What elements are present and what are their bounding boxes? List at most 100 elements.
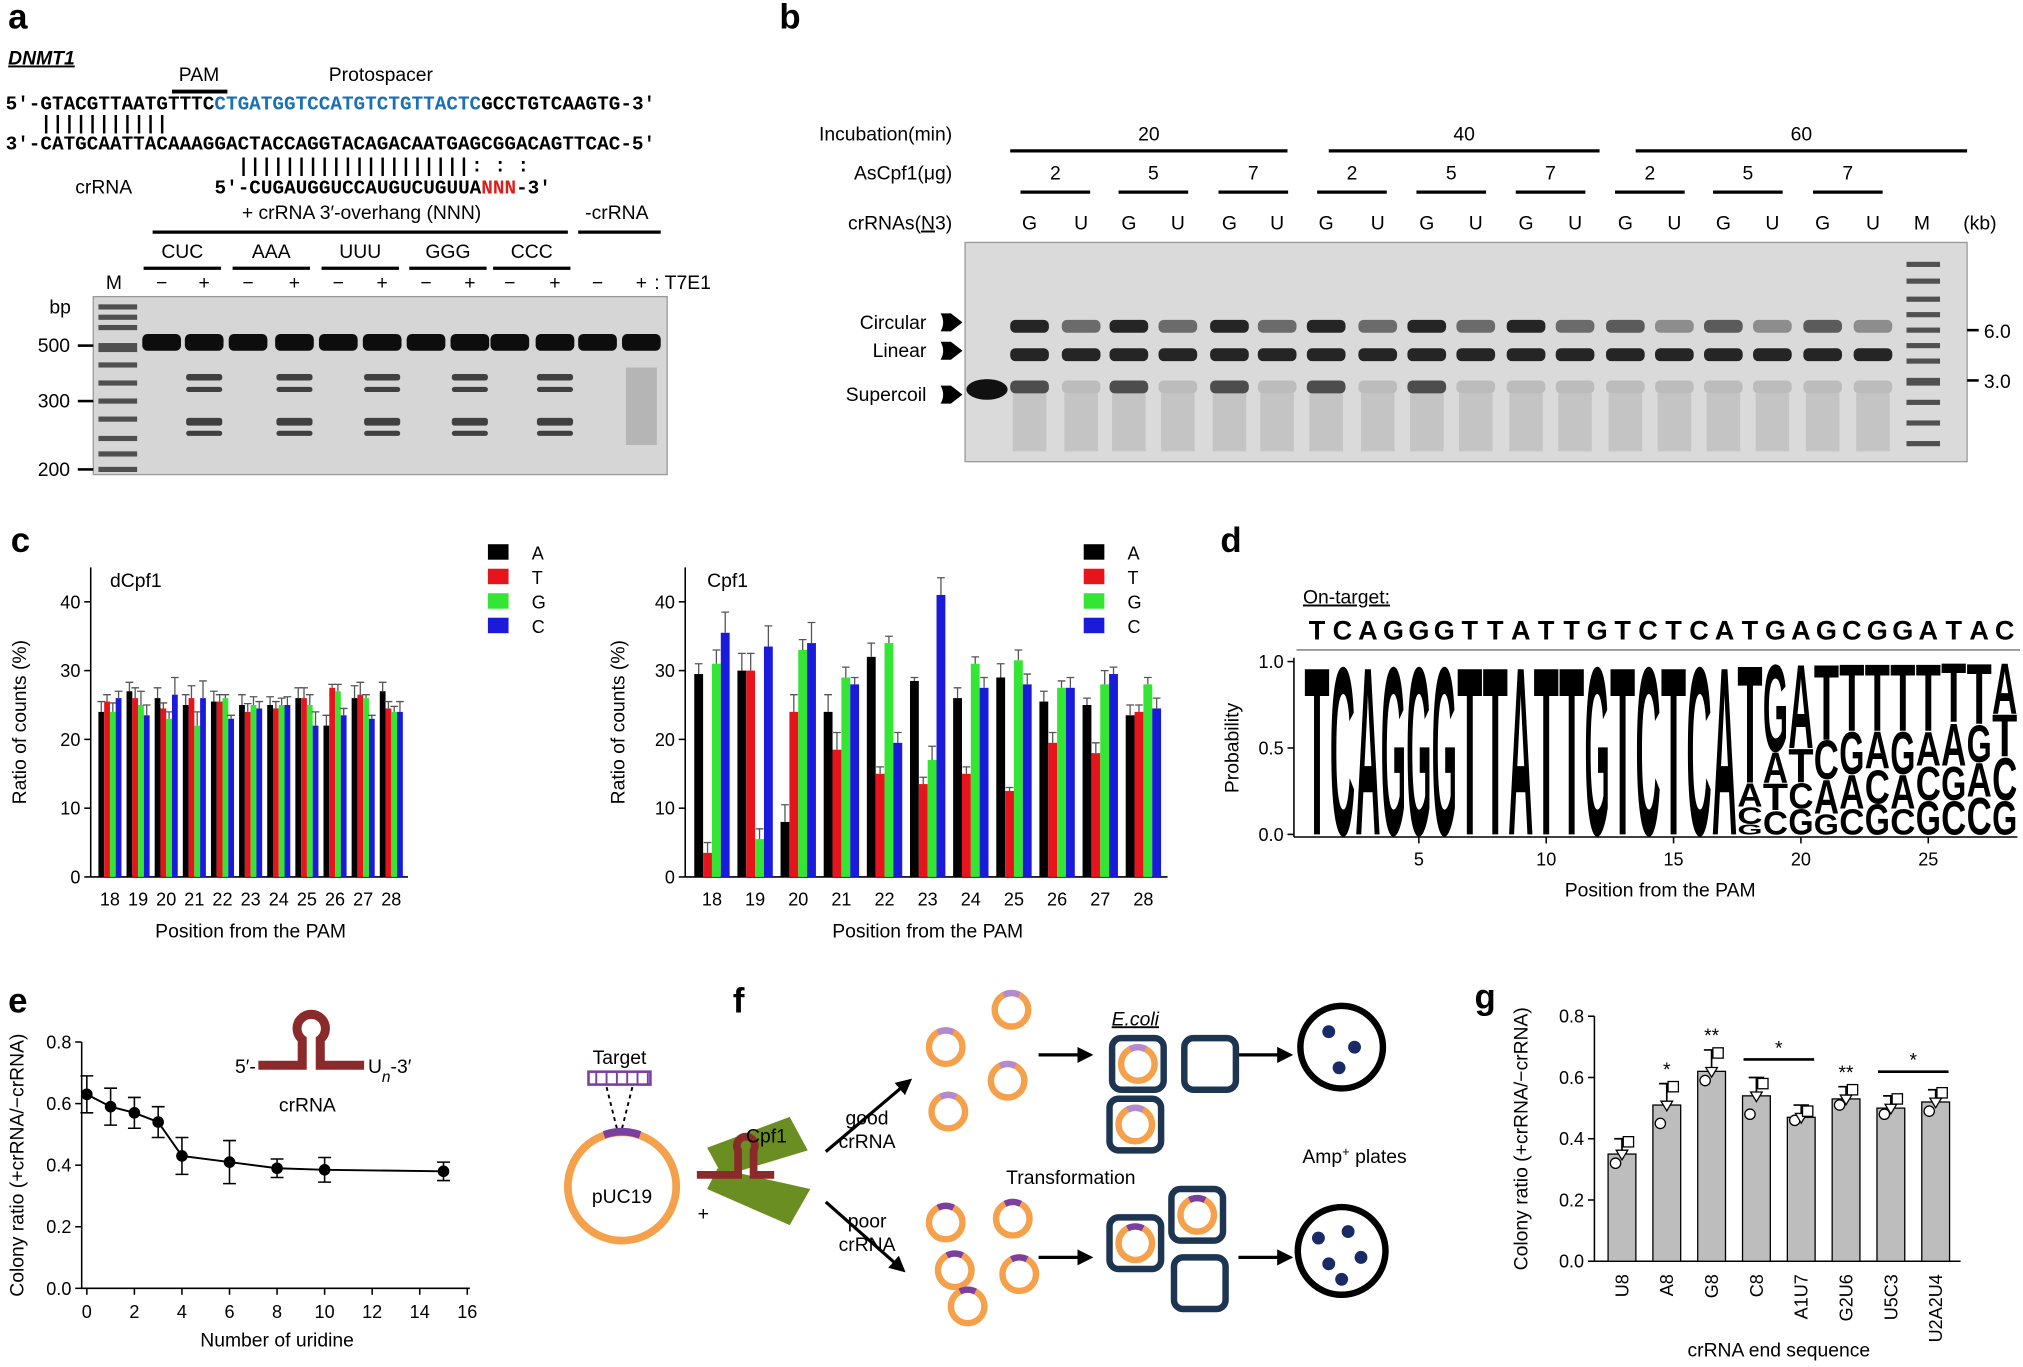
legend-swatch (487, 593, 509, 609)
ladder-band (1906, 343, 1941, 349)
ladder-band (1906, 377, 1941, 386)
panel-label: d (1220, 521, 1241, 560)
legend-swatch (487, 617, 509, 634)
error-bar (1083, 697, 1091, 705)
on-target-base: G (1816, 615, 1837, 646)
x-tick-label: 24 (961, 889, 981, 909)
crrna-pairs: |||||||||||||||||||| (238, 156, 470, 178)
y-tick-label: 0.8 (1559, 1007, 1584, 1027)
gel-band (1257, 380, 1297, 394)
error-bar (243, 702, 252, 712)
gel-size-label: 300 (38, 391, 70, 413)
x-tick-label: 20 (788, 889, 808, 909)
bar (1057, 687, 1066, 877)
bar (104, 701, 110, 877)
gel-band (1306, 348, 1346, 362)
inset-right: Un-3′ (368, 1056, 412, 1086)
crrna-lane-label: U (1171, 213, 1185, 235)
crrna-lane-label: G (1222, 213, 1237, 235)
bar (1786, 1116, 1816, 1262)
error-bar (108, 702, 117, 712)
error-bar (850, 676, 859, 685)
logo-letter: G (1737, 821, 1762, 837)
error-bar (221, 694, 230, 699)
y-tick-label: 30 (655, 661, 675, 681)
bar (1697, 1070, 1727, 1262)
logo-letter: A (1992, 649, 2017, 730)
error-bar (1126, 704, 1134, 716)
error-bar (390, 705, 399, 712)
overhang-label: UUU (339, 241, 381, 263)
enzyme-label: AsCpf1(μg) (854, 162, 952, 184)
bar (250, 704, 257, 877)
mini-target (998, 1060, 1017, 1069)
x-axis-label: crRNA end sequence (1687, 1340, 1870, 1362)
logo-letter: T (1304, 619, 1329, 886)
poor-label: poor (848, 1211, 887, 1233)
legend-label: A (532, 544, 544, 564)
panel-label: g (1474, 977, 1495, 1016)
chart-title: Cpf1 (707, 570, 748, 592)
y-axis-label: Ratio of counts (%) (608, 640, 630, 804)
crrna-label: crRNA (75, 176, 132, 198)
pam-label: PAM (179, 64, 219, 86)
bar (1100, 684, 1110, 877)
ladder-band (1906, 327, 1941, 333)
incubation-label: Incubation(min) (819, 124, 952, 146)
error-bar (1039, 690, 1048, 702)
gel-band (490, 334, 530, 351)
logo-letter: T (1992, 703, 2017, 770)
error-bar (181, 694, 190, 705)
colony (1322, 1025, 1336, 1039)
ladder-band (1906, 420, 1941, 426)
cleaved-band (536, 373, 574, 381)
on-target-base: T (1614, 615, 1631, 646)
data-point (104, 1100, 117, 1113)
data-point (1878, 1108, 1891, 1121)
on-target-base: C (1689, 615, 1709, 646)
cell (1181, 1034, 1240, 1093)
target-link (605, 1086, 618, 1129)
x-tick-label: 21 (184, 889, 204, 909)
bar (1134, 711, 1144, 877)
protospacer-label: Protospacer (329, 64, 434, 86)
cell (1170, 1254, 1229, 1313)
data-point (1609, 1157, 1622, 1170)
smear (1161, 393, 1195, 452)
cleaved-band (364, 386, 401, 393)
significance-label: * (1663, 1059, 1671, 1081)
y-tick-label: 0.4 (1559, 1129, 1584, 1149)
cleaved-band (186, 373, 223, 381)
gel-band (1210, 319, 1249, 333)
smear (1064, 393, 1098, 452)
treatment-sign: − (592, 272, 603, 294)
smear (1212, 393, 1247, 452)
cleaved-band (276, 373, 313, 381)
inset-right-part: n (382, 1068, 391, 1085)
crrna-lane-label: G (1022, 213, 1037, 235)
gel-band (142, 334, 181, 351)
gel-band (1506, 380, 1546, 394)
logo-letter: T (1763, 775, 1788, 818)
gel-band (450, 334, 490, 351)
data-point (1757, 1077, 1769, 1090)
ladder-band (98, 314, 138, 320)
cleaved-band (364, 430, 401, 436)
ladder-band (1906, 296, 1941, 302)
mini-plasmid (925, 1027, 966, 1068)
y-tick-label: 0.4 (46, 1156, 71, 1176)
x-tick-label: G2U6 (1836, 1274, 1856, 1321)
x-tick-label: 16 (457, 1302, 477, 1322)
error-bar (215, 694, 224, 702)
bar (306, 704, 313, 877)
x-tick-label: 19 (745, 889, 765, 909)
logo-letter: G (1967, 714, 1992, 774)
treatment-sign: + (289, 272, 300, 294)
bar (363, 698, 369, 877)
mini-target (1126, 1104, 1145, 1113)
data-point (318, 1163, 331, 1176)
bar (194, 725, 201, 877)
error-bar (209, 690, 218, 702)
incubation-value: 40 (1453, 124, 1475, 146)
data-point (128, 1107, 141, 1119)
